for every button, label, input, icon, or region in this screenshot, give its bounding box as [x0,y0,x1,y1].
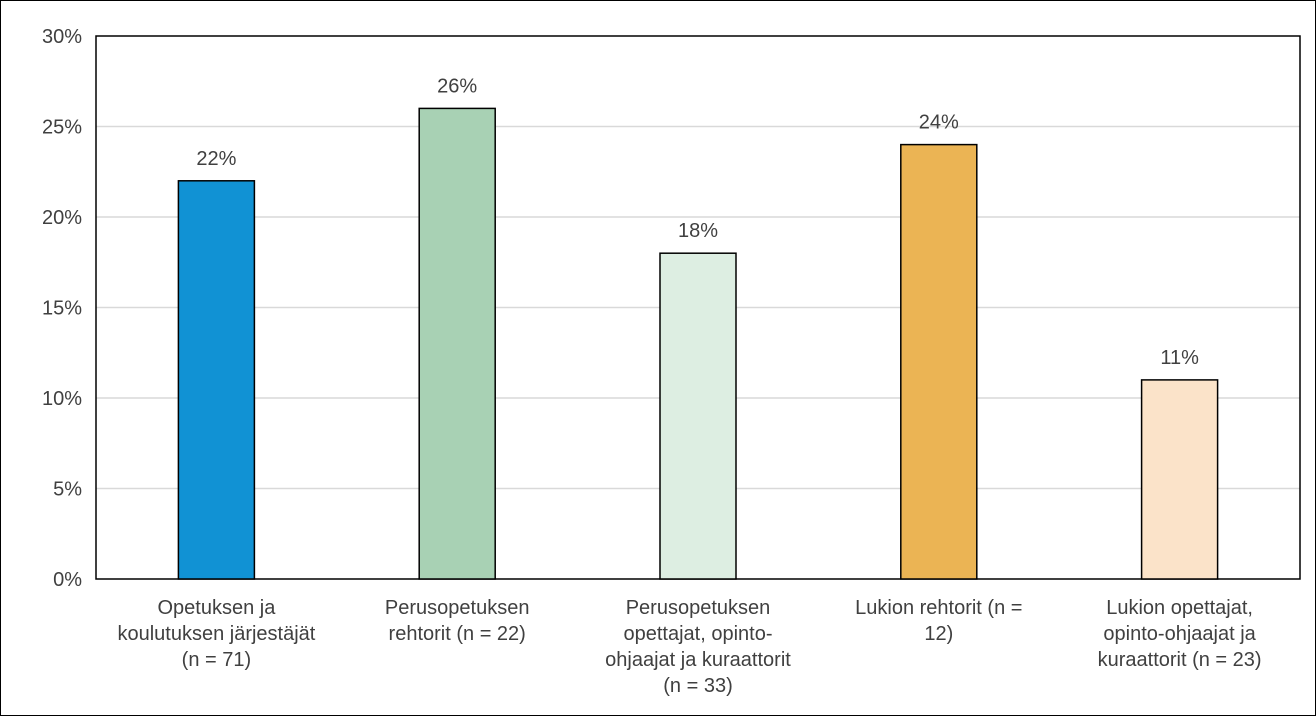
category-label: Lukion opettajat, [1106,597,1253,619]
category-label: opinto-ohjaajat ja [1103,623,1256,645]
category-label: (n = 33) [663,675,732,697]
data-label: 22% [196,148,236,170]
category-label: Opetuksen ja [157,597,276,619]
category-label: opettajat, opinto- [624,623,773,645]
bar [1140,379,1219,580]
category-label: rehtorit (n = 22) [389,623,526,645]
category-label: Perusopetuksen [626,597,771,619]
data-label: 11% [1160,347,1199,369]
y-tick-label: 25% [42,117,82,139]
y-tick-label: 20% [42,207,82,229]
category-label: Lukion rehtorit (n = [855,597,1022,619]
bar [418,107,496,580]
y-tick-label: 5% [53,479,82,501]
y-tick-label: 15% [42,298,82,320]
bar [659,252,737,580]
bar [900,143,978,580]
category-label: 12) [924,623,953,645]
y-tick-label: 0% [53,569,82,591]
data-label: 24% [919,112,959,134]
y-tick-label: 10% [42,388,82,410]
category-label: ohjaajat ja kuraattorit [605,649,791,671]
y-tick-label: 30% [42,26,82,48]
data-label: 18% [678,220,718,242]
category-label: koulutuksen järjestäjät [117,623,315,645]
category-label: kuraattorit (n = 23) [1098,649,1262,671]
category-label: (n = 71) [182,649,251,671]
bar [177,180,256,580]
data-label: 26% [437,75,477,97]
category-label: Perusopetuksen [385,597,530,619]
